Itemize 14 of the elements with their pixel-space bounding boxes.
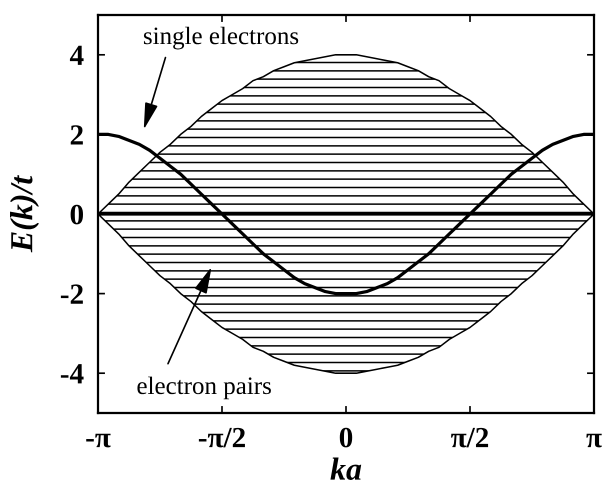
y-axis-title: E(k)/t bbox=[10, 175, 39, 252]
x-tick-label: 0 bbox=[340, 428, 352, 448]
y-tick-label: -2 bbox=[60, 284, 83, 304]
x-axis-title: ka bbox=[330, 458, 362, 480]
legend-label: electron pairs bbox=[137, 376, 271, 400]
x-tick-label: -π/2 bbox=[198, 428, 245, 448]
y-tick-label: 4 bbox=[70, 46, 84, 65]
x-tick-label: π bbox=[586, 434, 602, 448]
y-tick-label: 0 bbox=[70, 204, 83, 224]
y-tick-label: 2 bbox=[70, 125, 83, 145]
x-tick-label: π/2 bbox=[451, 428, 488, 448]
legend-label: single electrons bbox=[144, 26, 298, 50]
y-tick-label: -4 bbox=[60, 364, 84, 384]
x-tick-label: -π bbox=[86, 434, 111, 448]
